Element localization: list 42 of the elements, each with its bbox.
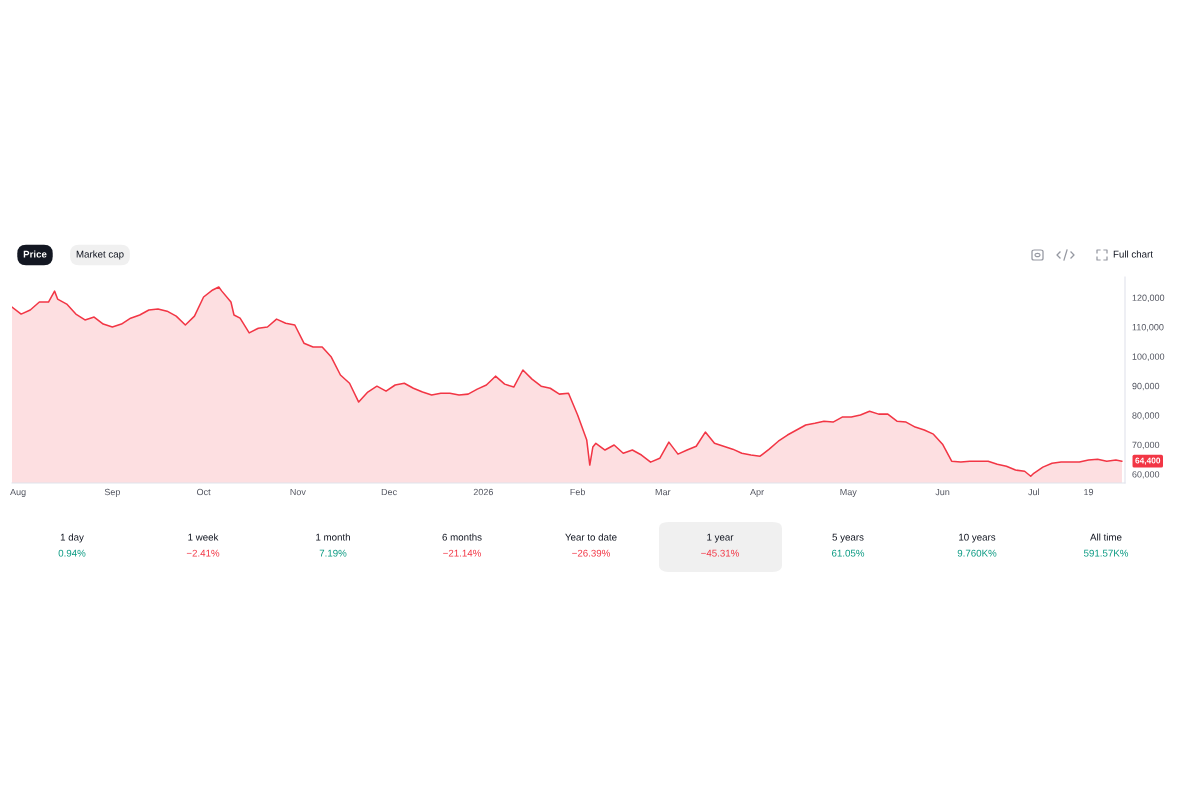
text: 10 years	[959, 533, 996, 543]
text: Year to date	[565, 533, 617, 541]
text: −21.14%	[443, 549, 481, 557]
text: −26.39%	[572, 549, 610, 557]
y-tick-label: 110,000	[1132, 324, 1164, 332]
text: All time	[1090, 533, 1122, 541]
text: 7.19%	[319, 549, 347, 557]
text: 591.57K%	[1083, 549, 1129, 557]
text: −45.31%	[701, 549, 739, 557]
x-tick-label: May	[840, 488, 857, 497]
y-tick-label: 60,000	[1132, 471, 1160, 479]
y-tick-label: 80,000	[1132, 412, 1160, 420]
x-tick-label: 2026	[473, 488, 493, 496]
text: Market cap	[76, 250, 124, 260]
y-tick-label: 120,000	[1132, 294, 1165, 303]
text: 5 years	[832, 533, 864, 543]
x-tick-label: Jun	[935, 488, 950, 496]
text: 1 day	[60, 533, 84, 543]
text: 0.94%	[58, 549, 86, 557]
text: 1 month	[316, 533, 350, 541]
text: Full chart	[1113, 250, 1153, 258]
x-tick-label: Sep	[104, 488, 121, 497]
x-tick-label: Apr	[750, 488, 764, 497]
x-tick-label: Jul	[1028, 488, 1039, 496]
x-tick-label: Oct	[196, 488, 211, 496]
text: 1 week	[188, 533, 219, 541]
text: 9.760K%	[957, 549, 997, 557]
x-tick-label: Dec	[381, 488, 397, 496]
x-tick-label: Nov	[290, 488, 306, 496]
x-tick-label: Aug	[10, 488, 26, 497]
text: 61.05%	[832, 549, 865, 557]
annotation: 64,400	[1135, 457, 1161, 465]
text: −2.41%	[186, 549, 220, 557]
text: 6 months	[442, 533, 482, 541]
y-tick-label: 70,000	[1132, 441, 1160, 450]
x-tick-label: 19	[1084, 488, 1094, 496]
y-tick-label: 90,000	[1132, 382, 1160, 391]
x-tick-label: Mar	[655, 488, 671, 496]
x-tick-label: Feb	[570, 488, 586, 496]
text: Price	[23, 250, 47, 258]
y-tick-label: 100,000	[1132, 353, 1165, 361]
text: 1 year	[707, 533, 734, 543]
